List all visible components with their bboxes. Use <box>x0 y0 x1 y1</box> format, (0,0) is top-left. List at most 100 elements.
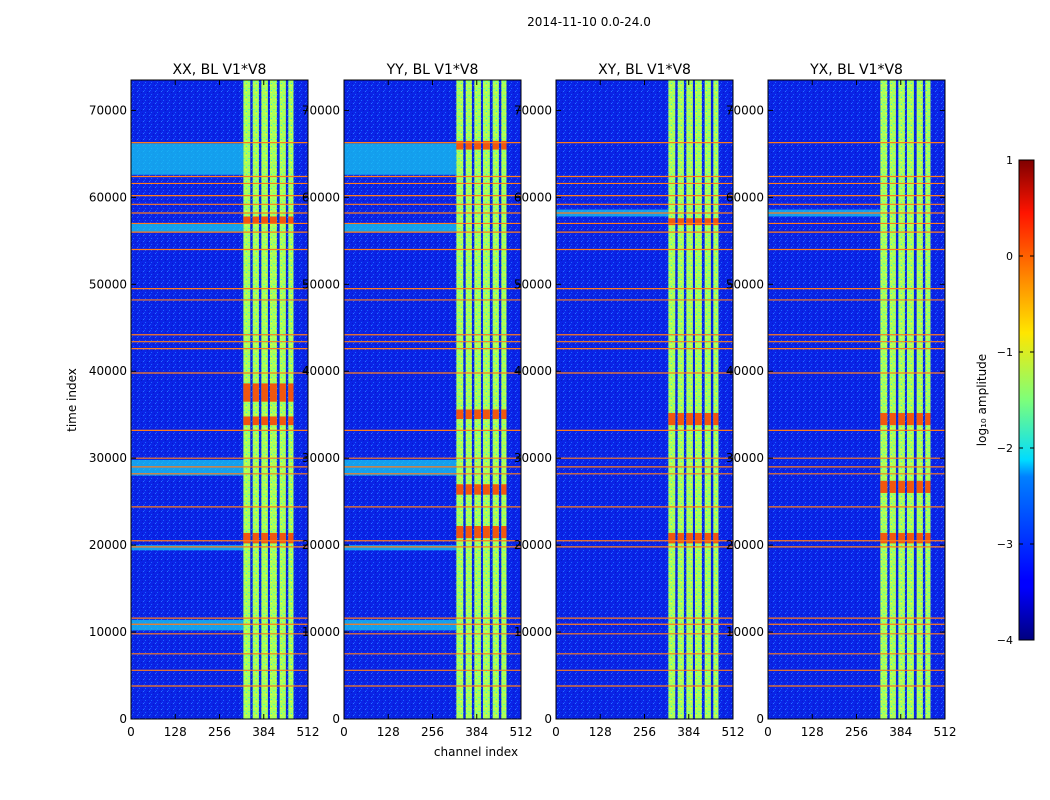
high-amplitude-band <box>880 532 888 544</box>
colorbar: 1 0 −1 −2 −3 −4 log₁₀ amplitude <box>975 154 1035 647</box>
high-amplitude-band <box>694 218 702 226</box>
y-axis-label: time index <box>65 368 79 432</box>
high-amplitude-band <box>288 216 294 224</box>
high-amplitude-band <box>252 416 259 426</box>
rfi-channel-band <box>898 80 905 719</box>
high-amplitude-band <box>501 525 507 539</box>
colorbar-tick-label: 0 <box>1006 250 1013 263</box>
high-amplitude-band <box>501 140 507 150</box>
y-tick-label: 40000 <box>514 364 552 378</box>
high-amplitude-band <box>465 525 472 539</box>
x-axis-label: channel index <box>434 745 518 759</box>
y-tick-label: 30000 <box>89 451 127 465</box>
panel-2: XY, BL V1*V8 0 128 256 384 512 0 10000 20000 3000… <box>514 62 745 739</box>
high-amplitude-band <box>474 140 481 150</box>
colorbar-gradient <box>1018 159 1035 641</box>
colorbar-tick-label: −4 <box>997 634 1013 647</box>
high-amplitude-band <box>243 532 251 544</box>
rfi-channel-band <box>456 80 464 719</box>
high-amplitude-band <box>704 218 711 226</box>
y-tick-label: 30000 <box>726 451 764 465</box>
high-amplitude-band <box>279 416 286 426</box>
high-amplitude-band <box>704 532 711 544</box>
rfi-channel-band <box>474 80 481 719</box>
colorbar-label: log₁₀ amplitude <box>975 354 989 446</box>
high-amplitude-band <box>474 409 481 420</box>
y-tick-label: 10000 <box>514 625 552 639</box>
y-tick-label: 50000 <box>514 277 552 291</box>
y-tick-label: 40000 <box>89 364 127 378</box>
high-amplitude-band <box>269 383 277 402</box>
high-amplitude-band <box>686 412 693 426</box>
high-amplitude-band <box>898 412 905 426</box>
y-tick-label: 20000 <box>89 538 127 552</box>
high-amplitude-band <box>465 140 472 150</box>
colorbar-ticks: 1 0 −1 −2 −3 −4 <box>997 154 1034 647</box>
rfi-channel-band <box>925 80 931 719</box>
high-amplitude-band <box>668 412 676 426</box>
high-amplitude-band <box>880 412 888 426</box>
x-tick-label: 256 <box>633 725 656 739</box>
high-amplitude-band <box>889 412 896 426</box>
y-tick-label: 70000 <box>726 103 764 117</box>
x-tick-label: 0 <box>127 725 135 739</box>
high-amplitude-band <box>925 412 931 426</box>
high-amplitude-band <box>906 480 914 493</box>
rfi-channel-band <box>889 80 896 719</box>
high-amplitude-band <box>925 532 931 544</box>
panel-title: XX, BL V1*V8 <box>173 62 267 78</box>
high-amplitude-band <box>880 480 888 493</box>
high-amplitude-band <box>243 416 251 426</box>
bright-strip <box>344 545 457 551</box>
rfi-channel-band <box>492 80 499 719</box>
y-tick-label: 0 <box>544 712 552 726</box>
high-amplitude-band <box>474 484 481 495</box>
high-amplitude-band <box>713 412 719 426</box>
y-tick-label: 60000 <box>89 190 127 204</box>
y-tick-label: 70000 <box>89 103 127 117</box>
high-amplitude-band <box>694 532 702 544</box>
y-tick-label: 70000 <box>514 103 552 117</box>
high-amplitude-band <box>243 216 251 224</box>
high-amplitude-band <box>889 480 896 493</box>
x-tick-label: 256 <box>845 725 868 739</box>
colorbar-tick-label: −2 <box>997 442 1013 455</box>
rfi-channel-band <box>906 80 914 719</box>
rfi-channel-band <box>916 80 923 719</box>
high-amplitude-band <box>916 532 923 544</box>
x-tick-label: 384 <box>252 725 275 739</box>
high-amplitude-band <box>279 532 286 544</box>
panel-title: XY, BL V1*V8 <box>598 62 691 78</box>
high-amplitude-band <box>269 532 277 544</box>
y-tick-label: 20000 <box>514 538 552 552</box>
high-amplitude-band <box>252 532 259 544</box>
high-amplitude-band <box>279 216 286 224</box>
x-tick-label: 256 <box>421 725 444 739</box>
high-amplitude-band <box>925 480 931 493</box>
high-amplitude-band <box>482 484 490 495</box>
high-amplitude-band <box>269 216 277 224</box>
bright-strip <box>131 223 244 233</box>
y-tick-label: 70000 <box>302 103 340 117</box>
rfi-channel-band <box>501 80 507 719</box>
bright-strip <box>131 143 244 175</box>
colorbar-tick-label: 1 <box>1006 154 1013 167</box>
bright-strip <box>344 223 457 233</box>
bright-strip <box>344 459 457 476</box>
rfi-channel-band <box>677 80 684 719</box>
high-amplitude-band <box>261 532 268 544</box>
y-tick-label: 60000 <box>514 190 552 204</box>
rfi-channel-band <box>694 80 702 719</box>
high-amplitude-band <box>704 412 711 426</box>
y-tick-label: 10000 <box>726 625 764 639</box>
rfi-channel-band <box>704 80 711 719</box>
high-amplitude-band <box>713 532 719 544</box>
high-amplitude-band <box>501 484 507 495</box>
high-amplitude-band <box>906 532 914 544</box>
rfi-channel-band <box>482 80 490 719</box>
high-amplitude-band <box>889 532 896 544</box>
high-amplitude-band <box>677 532 684 544</box>
colorbar-tick-label: −3 <box>997 538 1013 551</box>
rfi-channel-band <box>880 80 888 719</box>
